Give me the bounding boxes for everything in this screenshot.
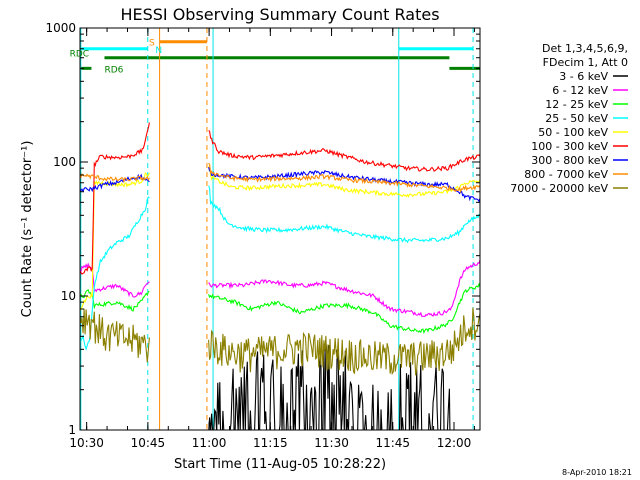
y-tick-label: 100 — [53, 155, 76, 169]
legend-label-100-300keV: 100 - 300 keV — [531, 140, 608, 153]
annotation-rdc: RDC — [70, 50, 89, 60]
x-tick-label: 10:30 — [69, 436, 104, 450]
y-tick-label: 1000 — [45, 21, 76, 35]
x-tick-label: 11:00 — [192, 436, 227, 450]
legend-label-50-100keV: 50 - 100 keV — [538, 126, 608, 139]
footer-timestamp: 8-Apr-2010 18:21 — [562, 468, 632, 477]
plot-area — [80, 28, 480, 430]
series-line-50-100keV — [80, 165, 480, 311]
series-line-25-50keV — [80, 185, 480, 351]
series-line-800-7000keV — [80, 162, 480, 194]
series-line-6-12keV — [80, 259, 480, 317]
legend-label-3-6keV: 3 - 6 keV — [559, 70, 608, 83]
annotation-rd6: RD6 — [104, 65, 123, 75]
legend-label-12-25keV: 12 - 25 keV — [545, 98, 608, 111]
annotation-n: N — [155, 46, 162, 56]
y-tick-label: 1 — [68, 423, 76, 437]
series-line-100-300keV — [80, 122, 480, 275]
plot-frame — [79, 27, 481, 431]
legend-label-6-12keV: 6 - 12 keV — [552, 84, 608, 97]
legend-header-detectors: Det 1,3,4,5,6,9, — [542, 42, 628, 55]
y-axis-title: Count Rate (s⁻¹ detector⁻¹) — [20, 141, 35, 318]
legend-label-800-7000keV: 800 - 7000 keV — [524, 168, 608, 181]
x-tick-label: 11:30 — [314, 436, 349, 450]
y-tick-label: 10 — [61, 289, 76, 303]
legend-label-25-50keV: 25 - 50 keV — [545, 112, 608, 125]
legend-label-300-800keV: 300 - 800 keV — [531, 154, 608, 167]
axes: 10:30 10:45 11:00 11:15 11:30 11:45 12:00 1 10 10… — [45, 21, 480, 450]
legend-label-7000-20000keV: 7000 - 20000 keV — [510, 182, 608, 195]
legend-header-decimation: FDecim 1, Att 0 — [543, 56, 628, 69]
x-tick-label: 11:45 — [375, 436, 410, 450]
x-tick-label: 12:00 — [437, 436, 472, 450]
series-line-7000-20000keV — [80, 307, 480, 376]
x-tick-label: 10:45 — [131, 436, 166, 450]
x-axis-title: Start Time (11-Aug-05 10:28:22) — [174, 457, 386, 472]
x-tick-label: 11:15 — [253, 436, 288, 450]
annotation-s: S — [149, 39, 155, 49]
chart-title: HESSI Observing Summary Count Rates — [120, 5, 439, 24]
